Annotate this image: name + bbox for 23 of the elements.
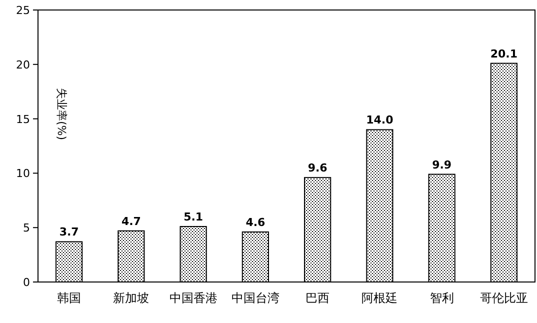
x-tick-label: 中国香港 [169, 291, 218, 305]
data-label: 5.1 [184, 210, 204, 224]
x-tick-label: 巴西 [306, 291, 330, 305]
data-label: 3.7 [59, 226, 79, 239]
y-tick-label: 10 [16, 167, 30, 180]
x-tick-label: 智利 [430, 291, 454, 305]
data-label: 9.6 [308, 162, 328, 175]
x-tick-label: 新加坡 [113, 291, 150, 305]
data-label: 14.0 [366, 114, 394, 127]
data-label: 4.6 [246, 216, 266, 229]
y-axis-title: 失业率(%) [55, 88, 68, 140]
data-label: 20.1 [490, 47, 518, 60]
x-tick-label: 中国台湾 [231, 291, 280, 305]
x-tick-label: 韩国 [57, 291, 82, 305]
y-tick-label: 20 [16, 58, 30, 72]
x-tick-label: 哥伦比亚 [480, 291, 528, 305]
data-label: 9.9 [432, 158, 452, 172]
x-tick-label: 阿根廷 [362, 291, 398, 305]
y-tick-label: 25 [16, 4, 30, 17]
y-tick-label: 0 [23, 276, 30, 289]
y-tick-label: 5 [23, 222, 30, 235]
y-tick-label: 15 [16, 112, 30, 126]
data-label: 4.7 [121, 214, 141, 228]
